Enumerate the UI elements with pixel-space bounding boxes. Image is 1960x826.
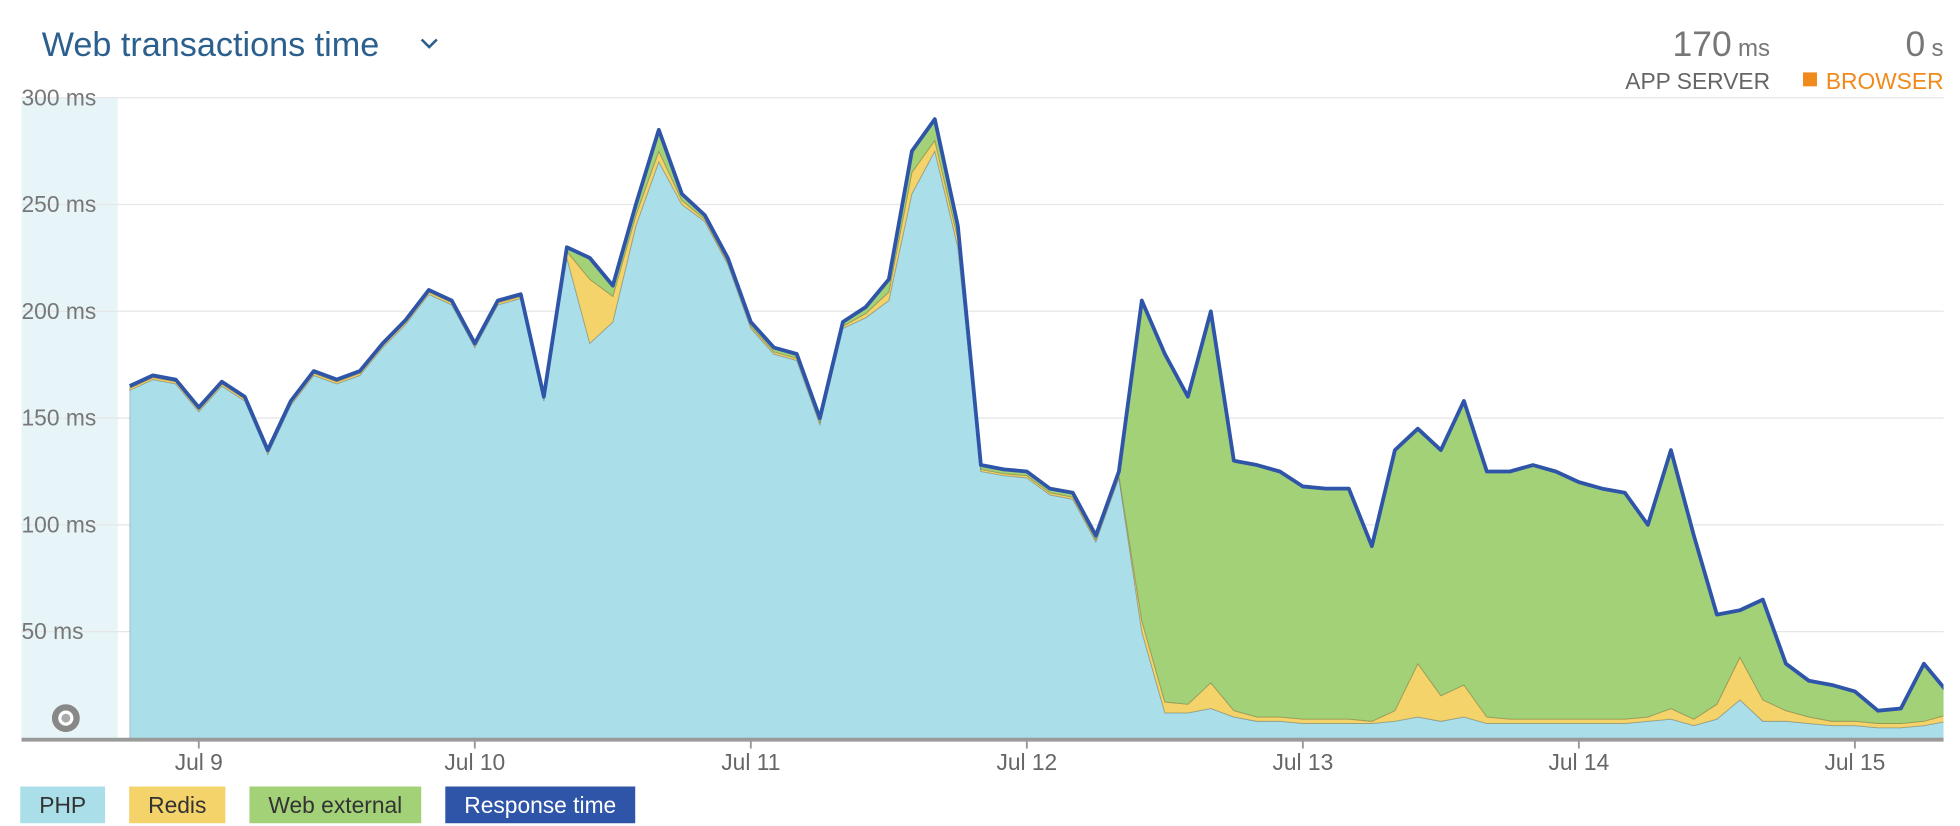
x-tick-label: Jul 13	[1272, 749, 1333, 775]
summary-label: APP SERVER	[1625, 68, 1770, 94]
legend-label[interactable]: PHP	[39, 792, 86, 818]
x-tick-label: Jul 15	[1825, 749, 1886, 775]
eye-icon-center	[61, 713, 71, 723]
y-tick-label: 250 ms	[22, 191, 97, 217]
areas	[129, 117, 1944, 739]
x-tick-label: Jul 9	[175, 749, 223, 775]
legend-label[interactable]: Response time	[464, 792, 616, 818]
y-tick-label: 150 ms	[22, 405, 97, 431]
legend-label[interactable]: Redis	[148, 792, 206, 818]
y-tick-label: 50 ms	[22, 618, 84, 644]
summary-label: BROWSER	[1826, 68, 1944, 94]
response-line	[128, 117, 1944, 713]
x-tick-label: Jul 10	[444, 749, 505, 775]
y-tick-label: 200 ms	[22, 298, 97, 324]
summary-value: 0	[1905, 24, 1925, 64]
legend-box[interactable]	[129, 786, 226, 824]
legend-label[interactable]: Web external	[268, 792, 402, 818]
summary-value: 170	[1673, 24, 1732, 64]
x-tick-label: Jul 14	[1548, 749, 1609, 775]
overlay	[128, 117, 1944, 713]
x-tick-label: Jul 12	[996, 749, 1057, 775]
legend-box[interactable]	[20, 786, 106, 824]
chart-title[interactable]: Web transactions time	[42, 26, 379, 64]
dropdown-chevron[interactable]	[420, 38, 438, 49]
y-tick-label: 300 ms	[22, 84, 97, 110]
summary-unit: s	[1932, 35, 1944, 62]
legend: PHP Redis Web external Response time	[20, 786, 636, 824]
summary-swatch	[1803, 72, 1817, 87]
legend-item[interactable]: Web external	[249, 786, 422, 824]
x-tick-label: Jul 11	[721, 749, 780, 775]
summary-unit: ms	[1738, 35, 1770, 62]
y-tick-label: 100 ms	[22, 511, 97, 537]
legend-item[interactable]: PHP	[20, 786, 106, 824]
legend-box[interactable]	[249, 786, 422, 824]
legend-box[interactable]	[445, 786, 636, 824]
legend-item[interactable]: Response time	[445, 786, 636, 824]
legend-item[interactable]: Redis	[129, 786, 226, 824]
